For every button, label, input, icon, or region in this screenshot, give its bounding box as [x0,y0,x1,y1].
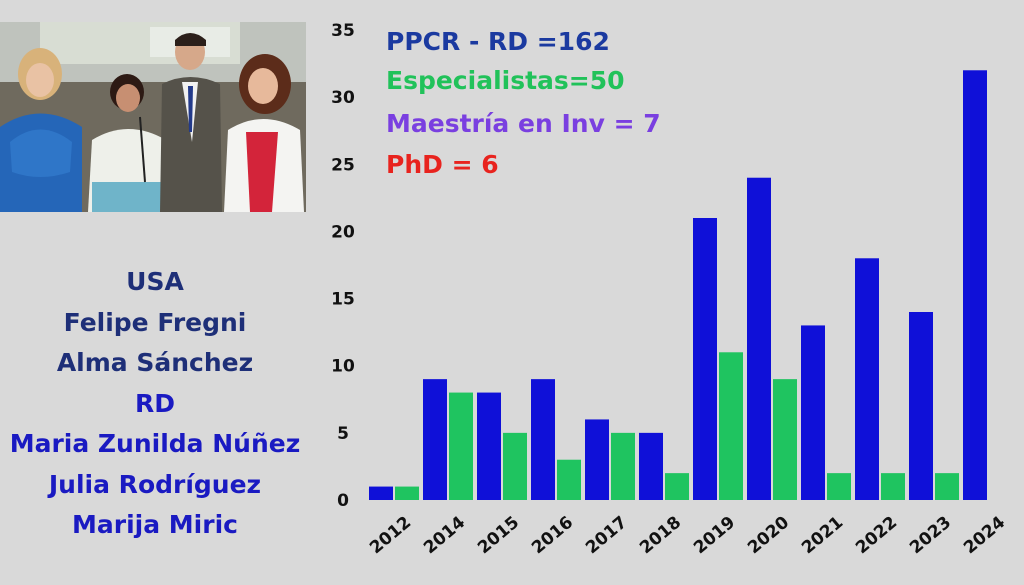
bar-green [719,352,743,500]
y-tick-label: 25 [331,155,355,175]
bar-green [827,473,851,500]
x-tick-label: 2021 [798,513,847,559]
name-line: Alma Sánchez [56,348,254,377]
group-photo [0,22,306,212]
x-tick-label: 2014 [420,512,469,558]
y-tick-label: 35 [331,21,355,41]
bar-green [935,473,959,500]
x-tick-label: 2015 [474,513,523,559]
y-tick-label: 15 [331,290,355,310]
name-line: Julia Rodríguez [48,469,262,499]
stat-maestria: Maestría en Inv = 7 [386,109,661,138]
y-tick-label: 5 [337,424,349,444]
bar-blue [909,312,933,500]
y-tick-label: 20 [331,222,355,242]
bar-green [503,432,527,500]
x-tick-label: 2018 [636,513,685,559]
x-tick-label: 2017 [582,513,631,559]
y-tick-label: 10 [331,357,355,377]
y-tick-label: 0 [337,491,349,511]
names-panel: USA Felipe Fregni Alma Sánchez RD Maria Zuni… [0,262,310,546]
bar-green [449,392,473,500]
x-tick-label: 2020 [744,512,793,558]
stat-ppcr-total: PPCR - RD =162 [386,27,610,56]
bar-blue [855,258,879,500]
bar-blue [531,379,555,500]
bar-blue [693,218,717,500]
bar-blue [747,177,771,500]
stat-especialistas: Especialistas=50 [386,66,625,95]
name-line: RD [134,388,175,418]
x-tick-label: 2024 [960,512,1009,558]
bar-green [557,459,581,500]
x-tick-label: 2022 [852,513,901,559]
group-photo-illustration [0,22,306,212]
bar-blue [477,392,501,500]
x-tick-label: 2012 [366,513,415,559]
name-line: USA [126,267,184,296]
bar-green [395,486,419,500]
x-tick-label: 2023 [906,513,955,559]
bar-green [773,379,797,500]
bar-blue [963,70,987,501]
bar-green [665,473,689,500]
x-tick-label: 2016 [528,513,577,559]
name-line: Felipe Fregni [63,307,247,337]
y-tick-label: 30 [331,88,355,108]
name-line: Marija Miric [72,510,238,539]
bar-blue [585,419,609,500]
bar-blue [801,325,825,500]
bar-green [611,432,635,500]
bar-green [881,473,905,500]
stat-phd: PhD = 6 [386,150,499,179]
bar-blue [369,486,393,500]
x-tick-label: 2019 [690,513,739,559]
name-line: Maria Zunilda Núñez [9,429,301,458]
bar-blue [639,432,663,500]
bar-blue [423,379,447,500]
